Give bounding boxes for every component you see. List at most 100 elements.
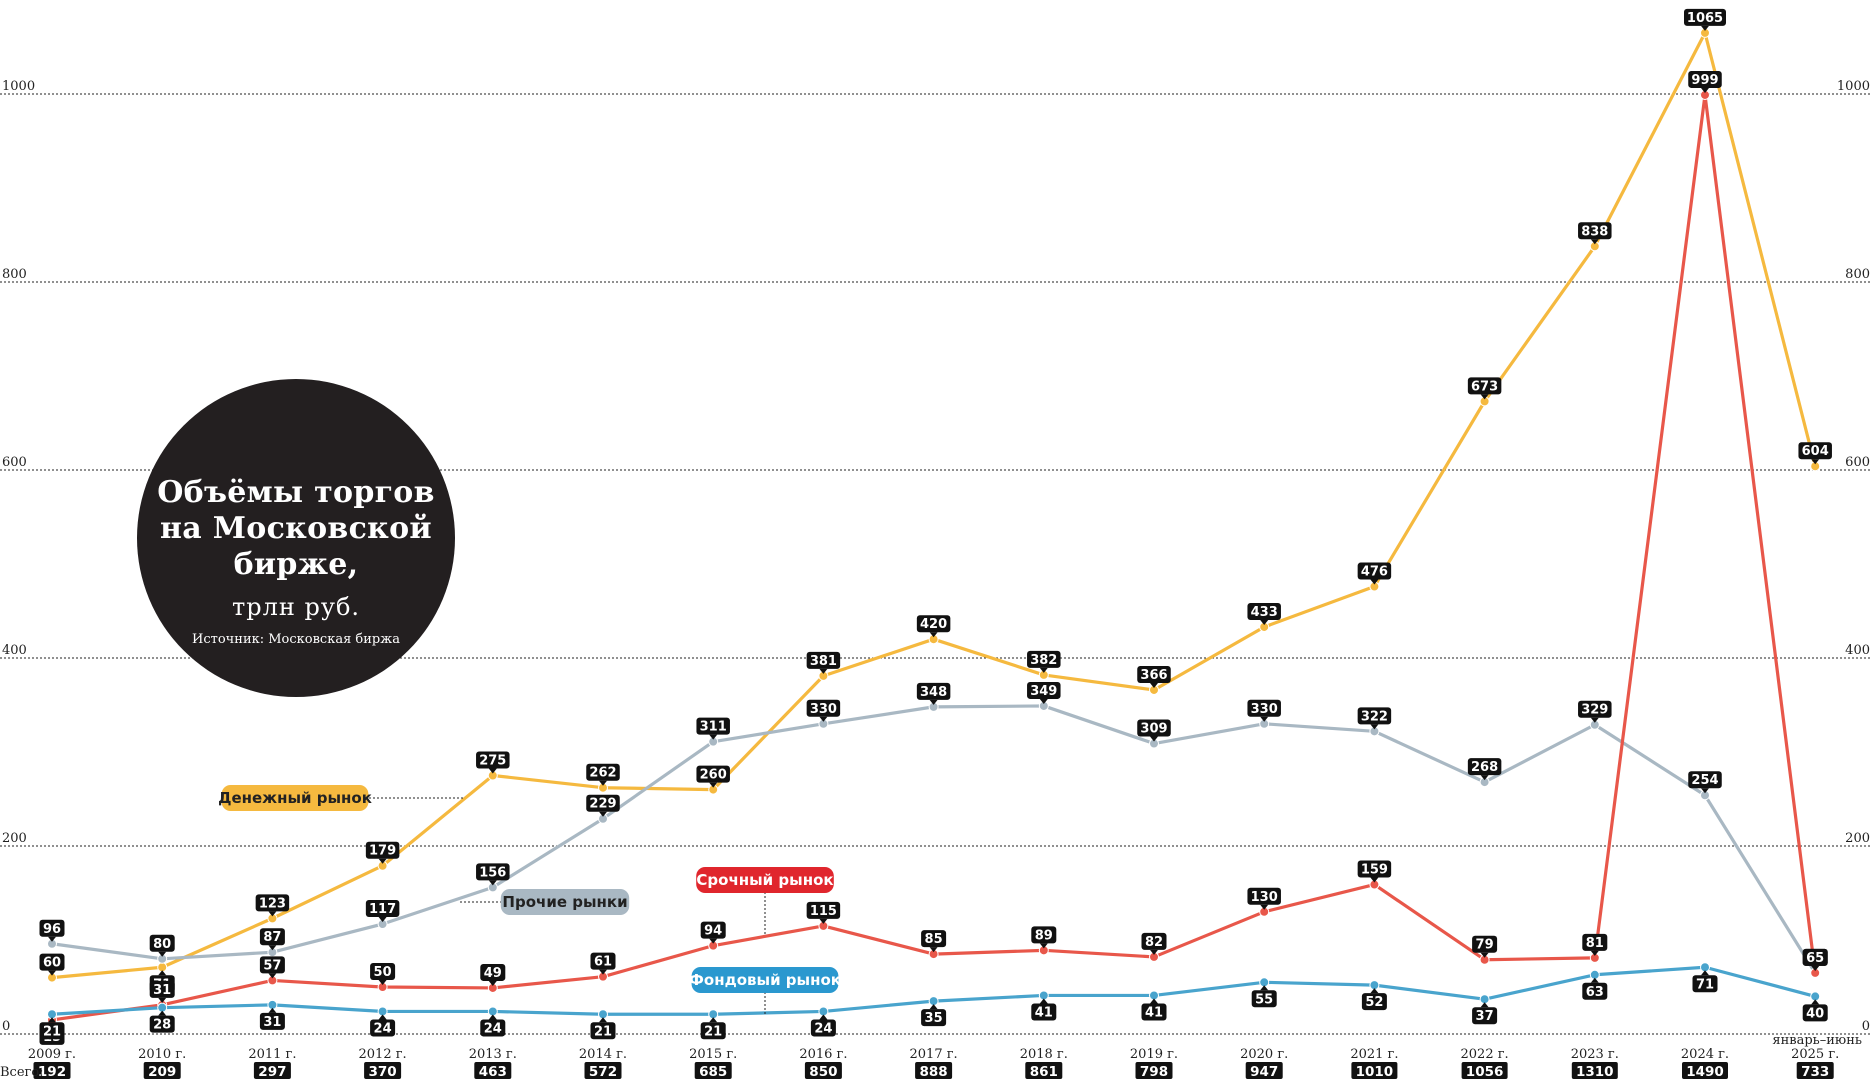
data-label-pointer bbox=[268, 945, 277, 951]
y-tick-label: 0 bbox=[1862, 1019, 1870, 1034]
data-label-bg bbox=[1031, 1003, 1057, 1021]
data-label-pointer bbox=[709, 734, 718, 740]
total-value: 685 bbox=[699, 1064, 727, 1080]
data-label: 55 bbox=[1255, 992, 1273, 1007]
data-label: 87 bbox=[263, 930, 281, 945]
data-label-bg bbox=[1578, 700, 1612, 718]
data-label-bg bbox=[259, 928, 285, 946]
total-value: 850 bbox=[809, 1064, 837, 1080]
data-label: 21 bbox=[43, 1024, 61, 1039]
data-label-bg bbox=[1582, 982, 1608, 1000]
data-label: 179 bbox=[369, 844, 396, 859]
legend-pill bbox=[500, 889, 630, 915]
data-label: 49 bbox=[484, 966, 502, 981]
data-label-pointer bbox=[1811, 965, 1820, 971]
data-label-pointer bbox=[1150, 998, 1158, 1004]
data-label: 71 bbox=[1696, 977, 1714, 992]
y-tick-label: 600 bbox=[1845, 455, 1870, 470]
data-label: 349 bbox=[1030, 684, 1057, 699]
data-label-pointer bbox=[158, 1010, 167, 1016]
data-label-bg bbox=[700, 921, 726, 939]
data-label-pointer bbox=[1811, 999, 1820, 1005]
total-badge-bg bbox=[584, 1062, 622, 1079]
data-label-pointer bbox=[1260, 716, 1269, 722]
data-label: 35 bbox=[925, 1011, 943, 1026]
data-label-pointer bbox=[1480, 394, 1489, 400]
y-tick-label: 800 bbox=[2, 267, 27, 282]
y-tick-label: 400 bbox=[1845, 643, 1870, 658]
data-label-pointer bbox=[1150, 949, 1158, 955]
data-label-bg bbox=[810, 1019, 836, 1037]
data-label: 366 bbox=[1140, 668, 1167, 683]
data-label-pointer bbox=[1590, 977, 1599, 983]
data-label: 31 bbox=[153, 983, 171, 998]
data-label: 433 bbox=[1251, 605, 1278, 620]
data-label-pointer bbox=[488, 880, 497, 886]
data-label-pointer bbox=[268, 911, 277, 917]
x-tick-label: 2010 г. bbox=[138, 1047, 186, 1062]
x-tick-label: 2025 г. bbox=[1791, 1047, 1839, 1062]
legend-pill bbox=[696, 867, 834, 893]
total-badge-bg bbox=[694, 1062, 732, 1079]
data-label: 268 bbox=[1471, 760, 1498, 775]
data-label-bg bbox=[1247, 699, 1281, 717]
data-label: 329 bbox=[1581, 703, 1608, 718]
data-label-pointer bbox=[599, 811, 607, 817]
data-label-bg bbox=[259, 1012, 285, 1030]
data-label: 311 bbox=[700, 720, 727, 735]
data-label-bg bbox=[1137, 665, 1171, 683]
data-label-bg bbox=[916, 682, 951, 700]
data-label-bg bbox=[1467, 758, 1502, 776]
data-label-bg bbox=[1357, 707, 1392, 725]
total-value: 888 bbox=[920, 1064, 948, 1080]
data-label-pointer bbox=[158, 970, 167, 976]
x-tick-label: 2013 г. bbox=[469, 1047, 517, 1062]
x-tick-label: 2017 г. bbox=[910, 1047, 958, 1062]
data-label: 79 bbox=[1476, 938, 1494, 953]
data-label: 382 bbox=[1030, 653, 1057, 668]
data-label-pointer bbox=[819, 716, 828, 722]
data-label: 260 bbox=[700, 768, 727, 783]
total-value: 947 bbox=[1250, 1064, 1278, 1080]
data-label: 85 bbox=[925, 932, 943, 947]
total-value: 798 bbox=[1140, 1064, 1168, 1080]
total-badge-bg bbox=[1245, 1062, 1283, 1079]
data-label: 275 bbox=[479, 754, 506, 769]
data-label-bg bbox=[1027, 681, 1061, 699]
data-label: 61 bbox=[594, 955, 612, 970]
total-value: 1010 bbox=[1356, 1064, 1394, 1080]
title-circle: Объёмы торгов на Московской бирже, трлн … bbox=[137, 379, 455, 697]
data-label: 94 bbox=[704, 924, 722, 939]
data-label-pointer bbox=[378, 917, 387, 923]
total-value: 192 bbox=[38, 1064, 66, 1080]
data-label-bg bbox=[1027, 650, 1061, 668]
data-label-bg bbox=[916, 615, 951, 633]
total-label: Всего: bbox=[0, 1065, 44, 1080]
data-label: 21 bbox=[704, 1024, 722, 1039]
legend-label: Срочный рынок bbox=[696, 871, 833, 889]
data-label-bg bbox=[696, 717, 730, 735]
data-label: 41 bbox=[1145, 1005, 1163, 1020]
data-label: 476 bbox=[1361, 565, 1388, 580]
data-label-pointer bbox=[1590, 950, 1599, 956]
total-value: 1056 bbox=[1466, 1064, 1504, 1080]
y-tick-label: 600 bbox=[2, 455, 27, 470]
data-label-bg bbox=[476, 751, 510, 769]
data-label: 37 bbox=[1476, 1009, 1494, 1024]
data-label-bg bbox=[1251, 990, 1277, 1008]
data-label-pointer bbox=[48, 1017, 56, 1023]
data-label-pointer bbox=[1260, 904, 1269, 910]
data-label-pointer bbox=[1039, 998, 1048, 1004]
data-label-pointer bbox=[1480, 1002, 1489, 1008]
total-value: 733 bbox=[1801, 1064, 1829, 1080]
data-label-pointer bbox=[158, 951, 167, 957]
y-tick-label: 400 bbox=[2, 643, 27, 658]
data-label-bg bbox=[255, 894, 290, 912]
data-label-bg bbox=[586, 763, 620, 781]
x-tick-label: 2023 г. bbox=[1571, 1047, 1619, 1062]
data-label-pointer bbox=[488, 768, 497, 774]
x-tick-label: 2012 г. bbox=[359, 1047, 407, 1062]
data-label-pointer bbox=[819, 918, 828, 924]
data-label-pointer bbox=[268, 973, 277, 979]
